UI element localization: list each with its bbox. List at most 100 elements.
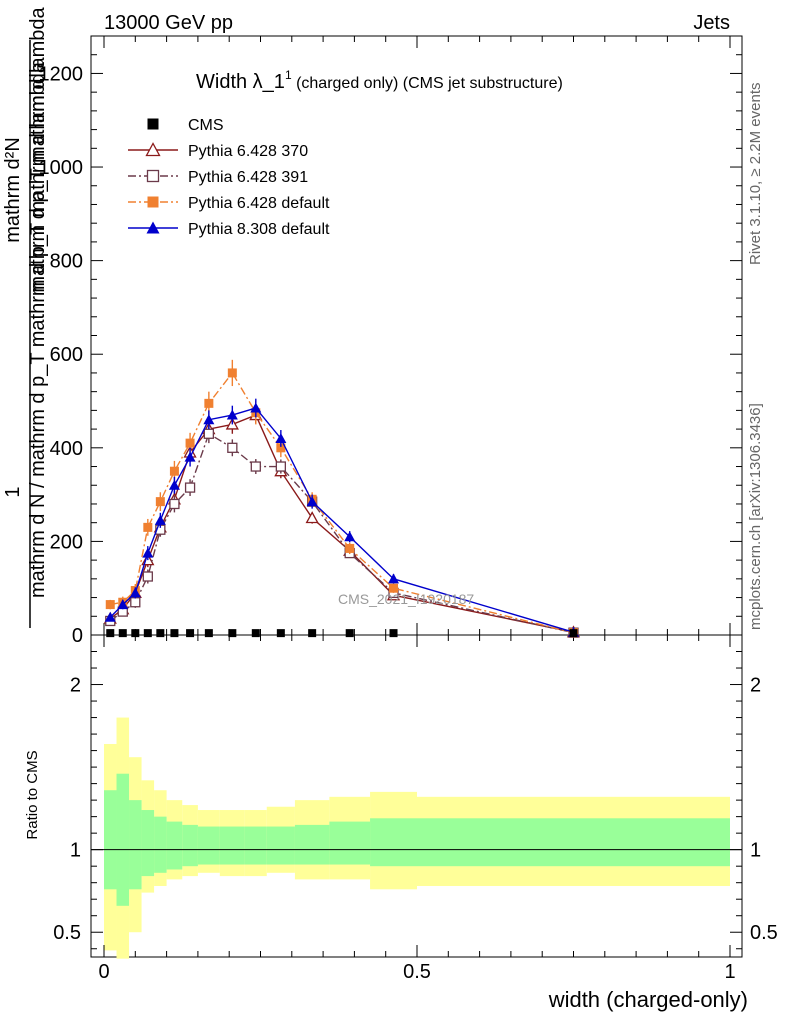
data-point [143, 629, 152, 638]
data-point [142, 547, 154, 558]
ratio-stat-band-8 [219, 826, 245, 865]
data-point [155, 497, 165, 507]
ratio-y-tick-label-right: 2 [750, 675, 761, 697]
ratio-stat-band-4 [154, 816, 167, 873]
y-tick-label: 1200 [39, 63, 84, 85]
data-point [276, 629, 285, 638]
data-point [169, 498, 180, 510]
ratio-y-tick-label-right: 1 [750, 840, 761, 862]
legend-entry-2: Pythia 6.428 391 [128, 169, 308, 186]
data-point [203, 414, 215, 425]
data-point [389, 583, 399, 593]
legend-label: Pythia 6.428 370 [188, 143, 308, 160]
ratio-stat-band-2 [129, 800, 142, 890]
data-point [105, 600, 115, 610]
ratio-stat-band-14 [417, 818, 730, 867]
y-tick-label: 0 [72, 625, 83, 647]
legend-label: Pythia 8.308 default [188, 221, 330, 238]
data-point [170, 629, 179, 638]
data-point [204, 629, 213, 638]
data-point [186, 629, 195, 638]
y-tick-label: 200 [50, 531, 83, 553]
ratio-stat-band-11 [294, 824, 330, 865]
data-point [305, 511, 319, 524]
ratio-y-tick-label-left: 0.5 [53, 922, 81, 944]
ratio-y-axis-title: Ratio to CMS [24, 750, 41, 839]
data-point [250, 461, 261, 472]
main-axis-ticks: 0 200 400 600 800 1000 1200 0 0.5 1 [39, 36, 742, 983]
y-tick-label: 1000 [39, 157, 84, 179]
legend-entry-3: Pythia 6.428 default [128, 195, 330, 212]
data-point [308, 629, 317, 638]
data-point [251, 629, 260, 638]
data-point [275, 461, 286, 472]
data-point [129, 587, 141, 598]
analysis-watermark: CMS_2021_I1920187 [338, 591, 474, 607]
series-cms [106, 629, 578, 638]
data-point [156, 629, 165, 638]
ratio-stat-band-7 [197, 826, 220, 865]
ratio-stat-band-1 [116, 773, 130, 906]
legend-label: Pythia 6.428 391 [188, 169, 308, 186]
data-point [168, 479, 180, 490]
legend-entry-1: Pythia 6.428 370 [128, 142, 308, 160]
legend: CMS Pythia 6.428 370 Pythia 6.428 391 Pythi… [128, 117, 330, 238]
rivet-version-label: Rivet 3.1.10, ≥ 2.2M events [747, 83, 764, 266]
data-point [344, 531, 356, 542]
legend-marker [147, 118, 159, 130]
y-tick-label: 600 [50, 344, 83, 366]
legend-label: Pythia 6.428 default [188, 195, 330, 212]
chart-title: Width λ_11 (charged only) (CMS jet subst… [196, 68, 563, 93]
legend-entry-0: CMS [147, 117, 224, 134]
ratio-y-tick-label-left: 1 [70, 840, 81, 862]
data-point [389, 629, 398, 638]
data-point [185, 438, 195, 448]
data-point [117, 599, 129, 610]
x-tick-label: 0.5 [403, 961, 431, 983]
data-point [345, 543, 355, 553]
x-tick-label: 1 [724, 961, 735, 983]
ratio-stat-band-6 [182, 824, 198, 867]
x-axis-title: width (charged-only) [548, 987, 748, 1012]
data-point [154, 514, 166, 525]
data-point [184, 451, 196, 462]
data-point [276, 443, 286, 453]
main-y-axis-title: 1 mathrm d N / mathrm d p_T mathrm d p_T… [2, 6, 49, 628]
ratio-stat-band-0 [104, 790, 117, 890]
y-label-denominator: mathrm d N / mathrm d p_T mathrm d p_T m… [27, 61, 49, 598]
series-layer [103, 359, 581, 638]
data-point [143, 522, 153, 532]
legend-entry-4: Pythia 8.308 default [128, 221, 330, 238]
legend-marker [146, 169, 160, 183]
data-point [226, 409, 238, 420]
legend-label: CMS [188, 117, 224, 134]
legend-marker [146, 221, 160, 234]
y-label-right-denominator: mathrm d p_T mathrm d lambda [27, 6, 49, 292]
chart-title-sup: 1 [285, 68, 292, 82]
ratio-bands [91, 717, 742, 959]
y-tick-label: 400 [50, 438, 83, 460]
series-line [110, 371, 574, 634]
data-point [250, 402, 262, 413]
ratio-stat-band-5 [166, 821, 183, 870]
data-point [142, 571, 153, 582]
ratio-y-tick-label-left: 2 [70, 675, 81, 697]
legend-marker [145, 142, 161, 157]
header-category: Jets [693, 12, 730, 34]
ratio-stat-band-9 [244, 826, 267, 865]
data-point [118, 629, 127, 638]
ratio-stat-band-3 [141, 810, 155, 877]
data-point [184, 482, 196, 493]
chart-title-main: Width λ_1 [196, 71, 285, 93]
data-point [169, 466, 179, 476]
data-point [203, 428, 215, 439]
ratio-stat-band-12 [329, 821, 371, 865]
data-point [131, 629, 140, 638]
data-point [569, 629, 578, 638]
data-point [388, 573, 400, 584]
data-point [204, 398, 214, 408]
data-point [227, 368, 237, 378]
mcplots-label: mcplots.cern.ch [arXiv:1306.3436] [747, 403, 764, 630]
y-label-right-numerator: mathrm d²N [2, 137, 24, 243]
